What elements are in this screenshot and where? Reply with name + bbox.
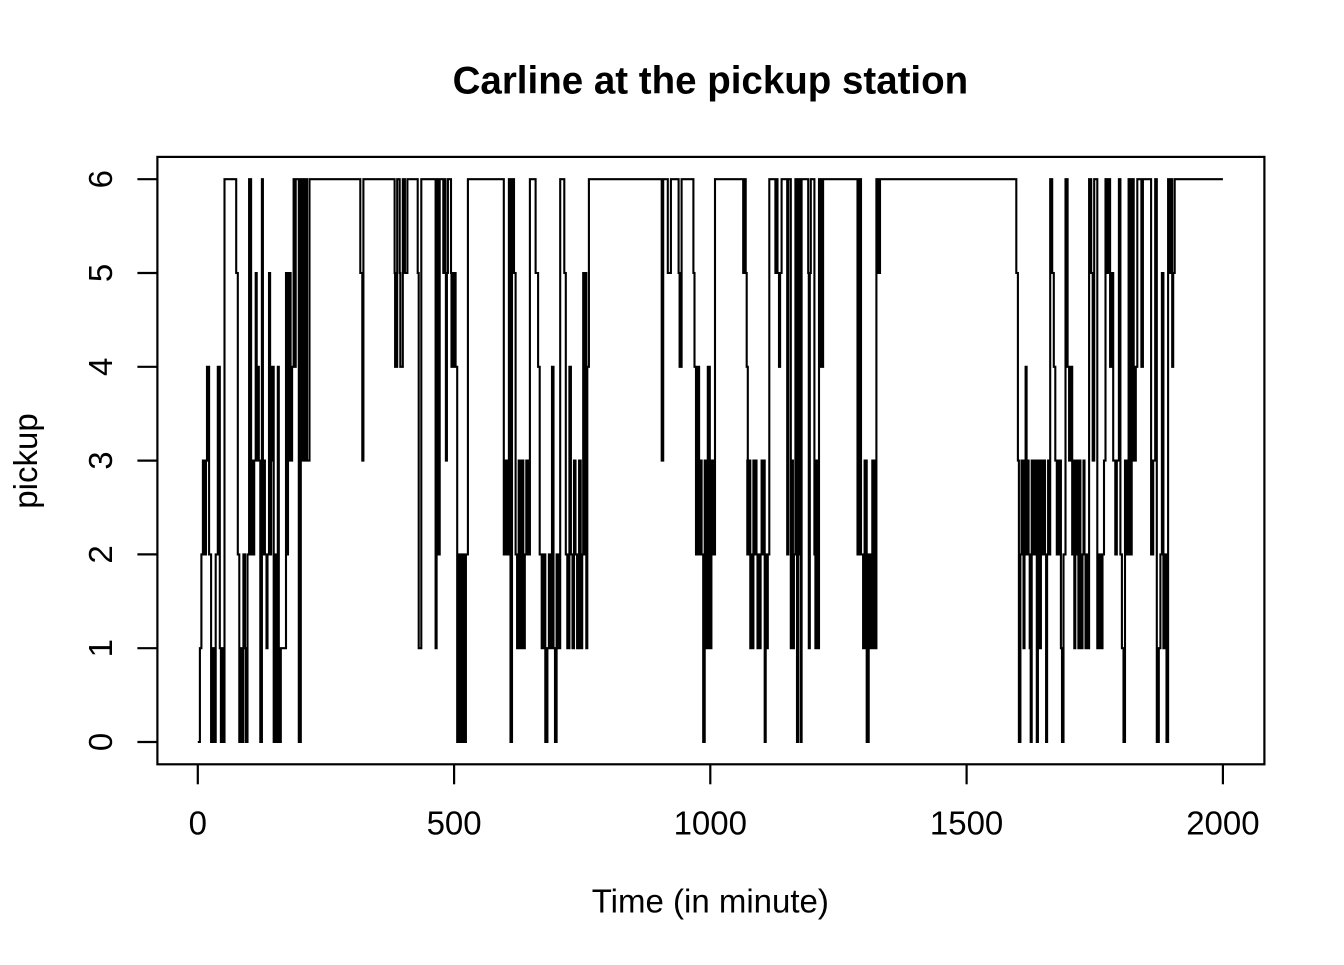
svg-text:Time (in minute): Time (in minute) (592, 882, 829, 919)
svg-text:6: 6 (82, 170, 119, 188)
svg-text:1: 1 (82, 639, 119, 657)
svg-text:pickup: pickup (7, 413, 44, 508)
svg-text:4: 4 (82, 358, 119, 376)
svg-text:2: 2 (82, 545, 119, 563)
svg-text:2000: 2000 (1186, 805, 1259, 842)
svg-text:500: 500 (427, 805, 482, 842)
svg-text:Carline at the pickup station: Carline at the pickup station (453, 60, 969, 103)
svg-text:1000: 1000 (674, 805, 747, 842)
svg-text:1500: 1500 (930, 805, 1003, 842)
svg-text:0: 0 (82, 733, 119, 751)
svg-text:3: 3 (82, 451, 119, 469)
svg-text:0: 0 (189, 805, 207, 842)
svg-text:5: 5 (82, 264, 119, 282)
